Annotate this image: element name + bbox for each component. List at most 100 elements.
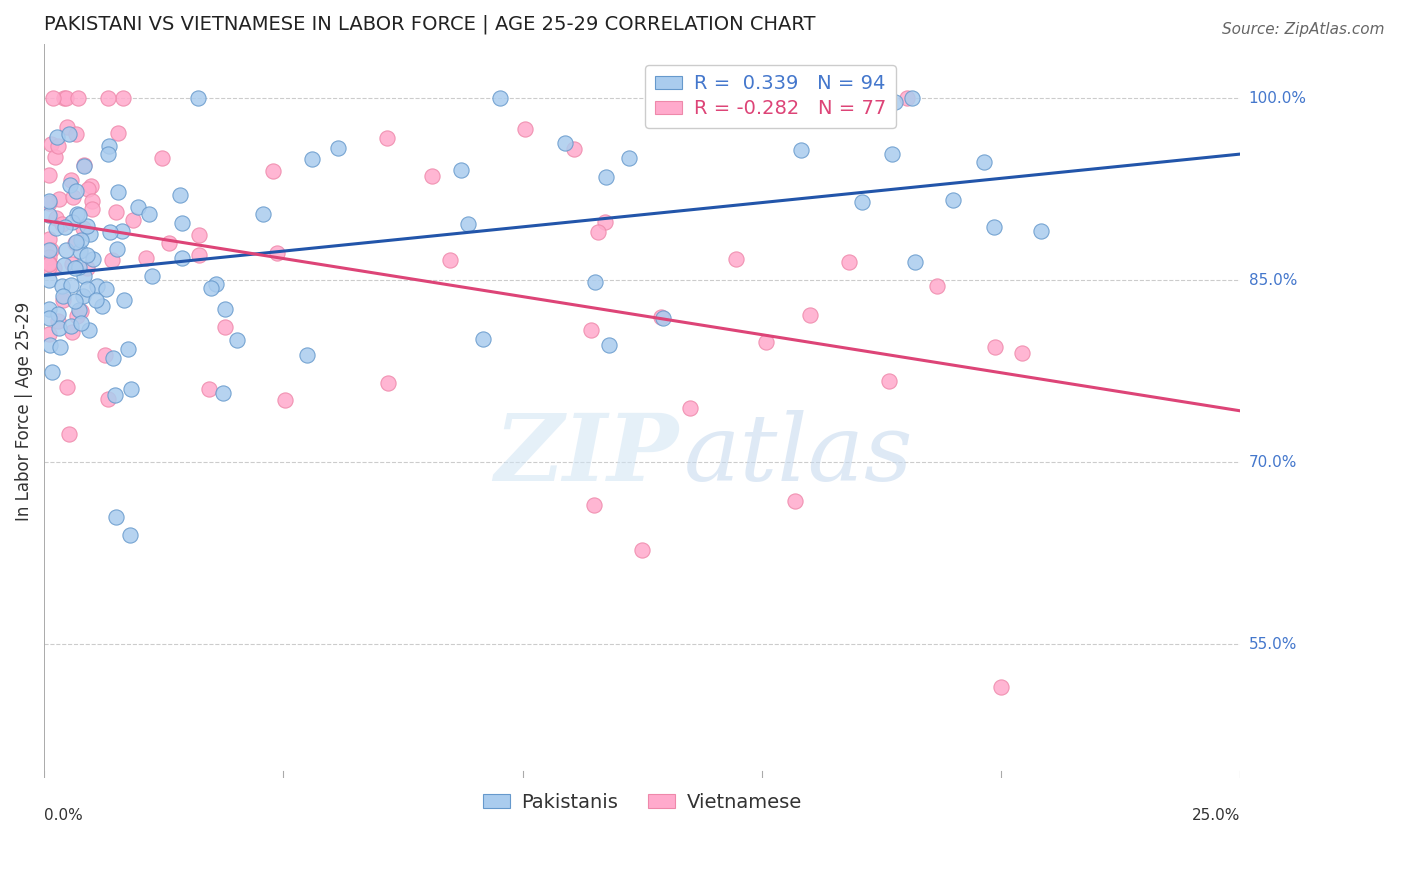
- Point: [38, 311, 60, 326]
- Point: [48, 341, 70, 355]
- Point: [60, 257, 83, 271]
- Point: [790, 143, 813, 157]
- Point: [72, 220, 94, 235]
- Point: [52, 258, 75, 272]
- Legend: Pakistanis, Vietnamese: Pakistanis, Vietnamese: [475, 785, 810, 820]
- Point: [65, 127, 87, 141]
- Point: [41, 243, 63, 257]
- Point: [104, 205, 127, 219]
- Point: [55, 380, 77, 394]
- Point: [187, 91, 209, 105]
- Text: 0.0%: 0.0%: [44, 808, 83, 823]
- Point: [65, 310, 87, 324]
- Point: [111, 91, 134, 105]
- Point: [55, 91, 77, 105]
- Point: [882, 147, 904, 161]
- Point: [211, 386, 233, 401]
- Point: [301, 152, 323, 166]
- Point: [76, 281, 98, 295]
- Point: [1011, 346, 1033, 360]
- Point: [973, 154, 995, 169]
- Point: [135, 252, 157, 266]
- Point: [214, 302, 236, 317]
- Point: [942, 193, 965, 207]
- Point: [984, 340, 1007, 354]
- Point: [104, 510, 127, 524]
- Point: [471, 332, 494, 346]
- Point: [631, 542, 654, 557]
- Point: [52, 289, 75, 303]
- Point: [67, 260, 90, 274]
- Point: [650, 310, 672, 324]
- Point: [97, 392, 120, 407]
- Point: [38, 326, 60, 341]
- Point: [67, 303, 90, 318]
- Point: [70, 303, 93, 318]
- Point: [94, 347, 117, 361]
- Point: [122, 213, 145, 227]
- Point: [515, 122, 537, 136]
- Point: [214, 320, 236, 334]
- Point: [896, 91, 918, 105]
- Point: [65, 184, 87, 198]
- Point: [266, 246, 288, 260]
- Point: [785, 494, 807, 508]
- Point: [44, 150, 66, 164]
- Point: [48, 192, 70, 206]
- Point: [983, 219, 1005, 234]
- Point: [107, 126, 129, 140]
- Point: [107, 186, 129, 200]
- Point: [169, 187, 191, 202]
- Point: [117, 342, 139, 356]
- Point: [46, 307, 69, 321]
- Text: PAKISTANI VS VIETNAMESE IN LABOR FORCE | AGE 25-29 CORRELATION CHART: PAKISTANI VS VIETNAMESE IN LABOR FORCE |…: [44, 15, 815, 35]
- Point: [38, 260, 60, 274]
- Point: [105, 242, 128, 256]
- Point: [904, 255, 927, 269]
- Point: [111, 224, 134, 238]
- Point: [141, 268, 163, 283]
- Point: [1031, 224, 1053, 238]
- Point: [38, 251, 60, 265]
- Point: [59, 318, 82, 333]
- Point: [38, 243, 60, 257]
- Point: [884, 95, 907, 109]
- Point: [51, 218, 73, 232]
- Point: [150, 151, 173, 165]
- Point: [98, 225, 121, 239]
- Point: [799, 308, 821, 322]
- Point: [77, 182, 100, 196]
- Point: [112, 293, 135, 308]
- Point: [838, 254, 860, 268]
- Point: [73, 159, 96, 173]
- Point: [990, 680, 1012, 694]
- Point: [82, 252, 104, 267]
- Point: [851, 194, 873, 209]
- Point: [172, 251, 194, 265]
- Text: 100.0%: 100.0%: [1249, 91, 1306, 106]
- Point: [48, 321, 70, 335]
- Point: [377, 131, 399, 145]
- Point: [38, 257, 60, 271]
- Point: [46, 314, 69, 328]
- Text: 55.0%: 55.0%: [1249, 637, 1296, 652]
- Point: [82, 194, 104, 208]
- Point: [205, 277, 228, 292]
- Text: 70.0%: 70.0%: [1249, 455, 1296, 470]
- Point: [755, 334, 778, 349]
- Point: [62, 190, 84, 204]
- Point: [59, 178, 82, 192]
- Point: [120, 382, 142, 396]
- Point: [90, 299, 112, 313]
- Point: [46, 130, 69, 145]
- Point: [420, 169, 443, 183]
- Point: [97, 146, 120, 161]
- Point: [52, 293, 75, 307]
- Point: [38, 338, 60, 352]
- Point: [457, 217, 479, 231]
- Point: [554, 136, 576, 151]
- Point: [41, 365, 63, 379]
- Point: [157, 235, 180, 250]
- Point: [59, 277, 82, 292]
- Text: atlas: atlas: [685, 410, 914, 500]
